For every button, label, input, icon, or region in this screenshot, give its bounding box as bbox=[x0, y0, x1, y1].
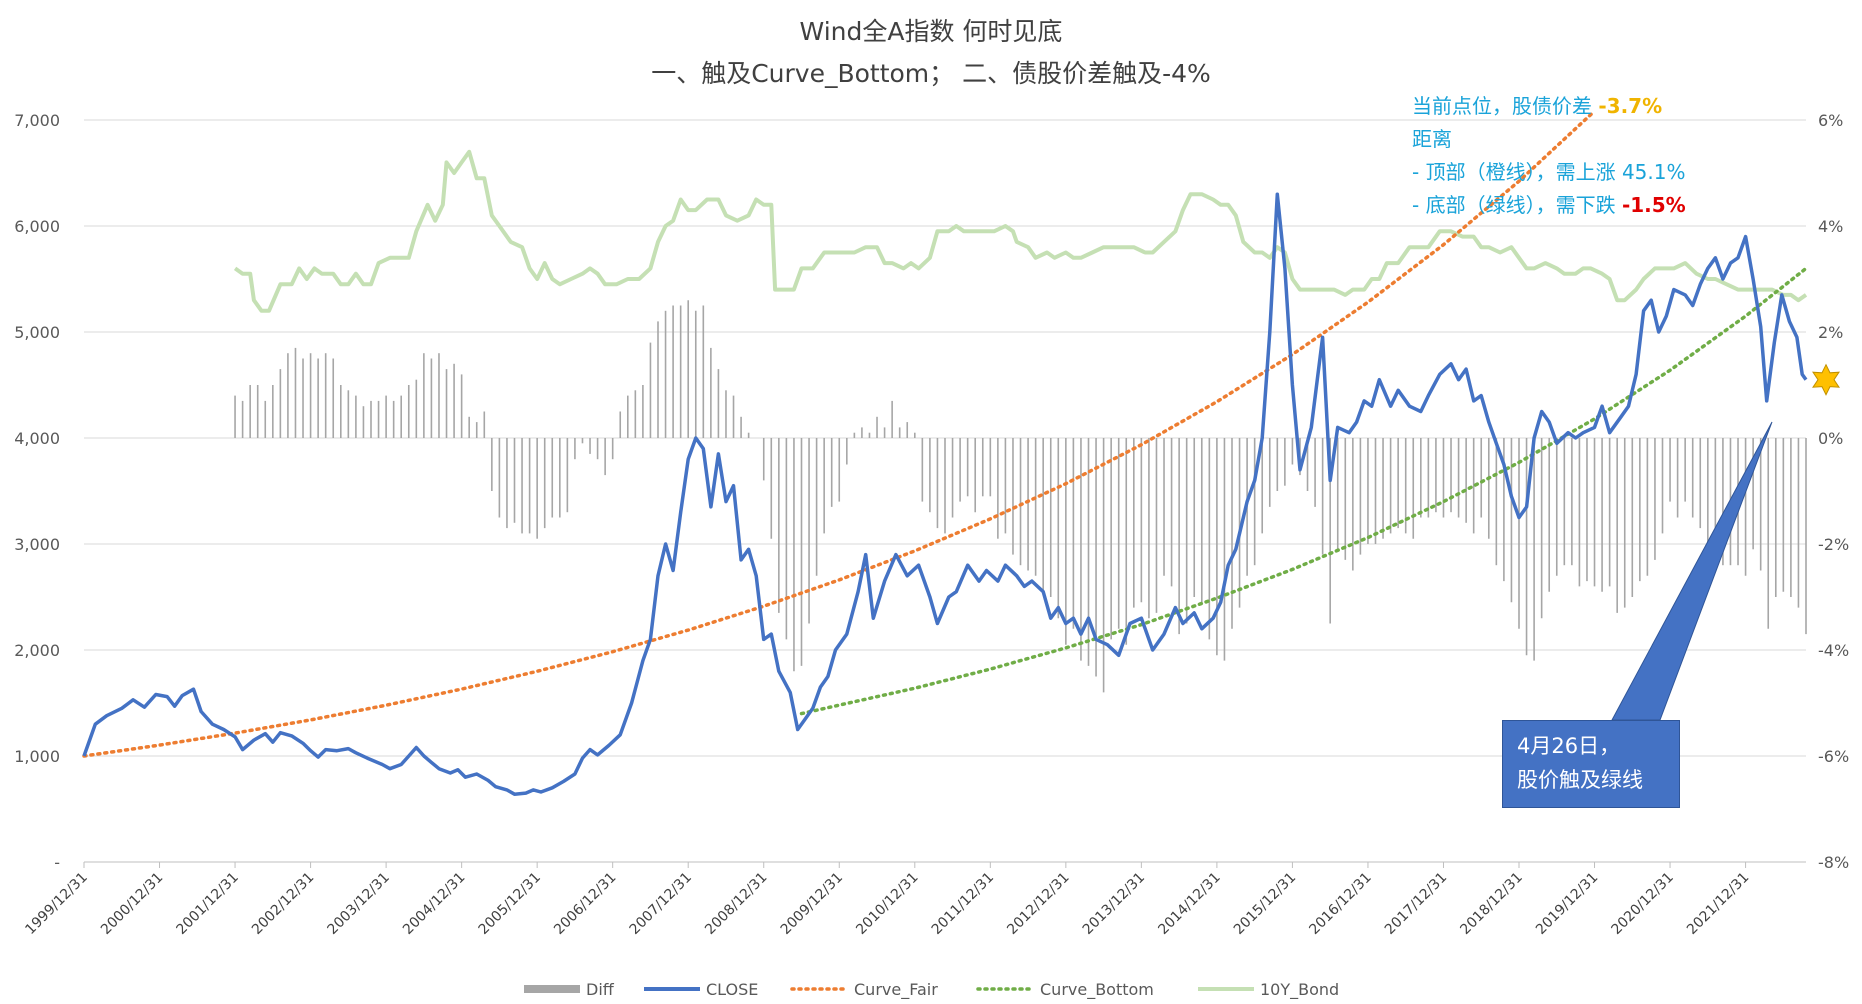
x-tick-label: 2004/12/31 bbox=[400, 870, 468, 938]
x-tick-label: 2020/12/31 bbox=[1609, 870, 1677, 938]
x-tick-label: 2006/12/31 bbox=[551, 870, 619, 938]
current-status-note: 当前点位，股债价差 -3.7% 距离 - 顶部（橙线），需上涨 45.1% - … bbox=[1412, 90, 1686, 222]
note-line-3-prefix: - 顶部（橙线），需上涨 bbox=[1412, 160, 1622, 184]
x-tick-label: 2003/12/31 bbox=[325, 870, 393, 938]
x-tick-label: 2000/12/31 bbox=[98, 870, 166, 938]
legend-label: Diff bbox=[586, 980, 615, 999]
note-line-3: - 顶部（橙线），需上涨 45.1% bbox=[1412, 156, 1686, 189]
x-tick-label: 2009/12/31 bbox=[778, 870, 846, 938]
x-tick-label: 2005/12/31 bbox=[476, 870, 544, 938]
spread-value: -3.7% bbox=[1598, 94, 1663, 118]
x-tick-label: 2007/12/31 bbox=[627, 870, 695, 938]
y-left-tick-label: 7,000 bbox=[14, 111, 60, 130]
x-tick-label: 2011/12/31 bbox=[929, 870, 997, 938]
x-tick-label: 2021/12/31 bbox=[1684, 870, 1752, 938]
y-right-tick-label: 2% bbox=[1818, 323, 1843, 342]
callout-line-2: 股价触及绿线 bbox=[1517, 768, 1643, 792]
bond-line bbox=[233, 149, 1808, 313]
y-left-tick-label: 1,000 bbox=[14, 747, 60, 766]
legend-swatch-diff bbox=[524, 985, 580, 993]
upside-value: 45.1% bbox=[1621, 160, 1686, 184]
y-left-tick-label: 3,000 bbox=[14, 535, 60, 554]
note-line-2: 距离 bbox=[1412, 127, 1452, 151]
legend-label: Curve_Bottom bbox=[1040, 980, 1154, 1000]
legend: Diff CLOSE Curve_Fair Curve_Bottom 10Y_Bond bbox=[524, 980, 1339, 1000]
y-right-tick-label: -2% bbox=[1818, 535, 1849, 554]
y-left-tick-label: 5,000 bbox=[14, 323, 60, 342]
x-tick-label: 2019/12/31 bbox=[1533, 870, 1601, 938]
lines-layer bbox=[82, 109, 1840, 796]
x-tick-label: 2018/12/31 bbox=[1457, 870, 1525, 938]
curve-bottom-line bbox=[799, 266, 1808, 716]
curve-fair-line bbox=[82, 109, 1597, 758]
y-right-tick-label: -4% bbox=[1818, 641, 1849, 660]
x-tick-label: 2016/12/31 bbox=[1306, 870, 1374, 938]
x-tick-label: 2012/12/31 bbox=[1004, 870, 1072, 938]
y-left-tick-label: 6,000 bbox=[14, 217, 60, 236]
x-tick-label: 2013/12/31 bbox=[1080, 870, 1148, 938]
diff-bars bbox=[234, 300, 1807, 693]
note-line-4-prefix: - 底部（绿线），需下跌 bbox=[1412, 193, 1622, 217]
chart-title: Wind全A指数 何时见底 bbox=[799, 17, 1063, 46]
x-tick-label: 2017/12/31 bbox=[1382, 870, 1450, 938]
x-tick-label: 2010/12/31 bbox=[853, 870, 921, 938]
x-tick-label: 2014/12/31 bbox=[1155, 870, 1223, 938]
callout-line-1: 4月26日， bbox=[1517, 734, 1621, 758]
y-right-tick-label: -6% bbox=[1818, 747, 1849, 766]
y-left-tick-label: 4,000 bbox=[14, 429, 60, 448]
x-tick-label: 2015/12/31 bbox=[1231, 870, 1299, 938]
y-right-tick-label: 6% bbox=[1818, 111, 1843, 130]
x-tick-label: 2008/12/31 bbox=[702, 870, 770, 938]
y-right-tick-label: 4% bbox=[1818, 217, 1843, 236]
legend-label: CLOSE bbox=[706, 980, 758, 999]
chart-subtitle: 一、触及Curve_Bottom； 二、债股价差触及-4% bbox=[651, 59, 1211, 88]
legend-label: 10Y_Bond bbox=[1260, 980, 1339, 1000]
close-line bbox=[82, 192, 1808, 796]
downside-value: -1.5% bbox=[1621, 193, 1686, 217]
legend-label: Curve_Fair bbox=[854, 980, 938, 1000]
x-tick-label: 2002/12/31 bbox=[249, 870, 317, 938]
note-line-1: 当前点位，股债价差 -3.7% bbox=[1412, 90, 1686, 123]
y-right-tick-label: -8% bbox=[1818, 853, 1849, 872]
y-left-tick-label: - bbox=[54, 853, 60, 872]
y-right-tick-label: 0% bbox=[1818, 429, 1843, 448]
note-line-1-prefix: 当前点位，股债价差 bbox=[1412, 94, 1599, 118]
x-tick-label: 2001/12/31 bbox=[174, 870, 242, 938]
star-marker bbox=[1812, 363, 1840, 396]
note-line-4: - 底部（绿线），需下跌 -1.5% bbox=[1412, 189, 1686, 222]
x-tick-label: 1999/12/31 bbox=[22, 870, 90, 938]
callout-box: 4月26日， 股价触及绿线 bbox=[1502, 720, 1680, 808]
y-left-tick-label: 2,000 bbox=[14, 641, 60, 660]
axis-layer: - 1,000 2,000 3,000 4,000 5,000 6,000 7,000 -8% -… bbox=[14, 111, 1849, 938]
